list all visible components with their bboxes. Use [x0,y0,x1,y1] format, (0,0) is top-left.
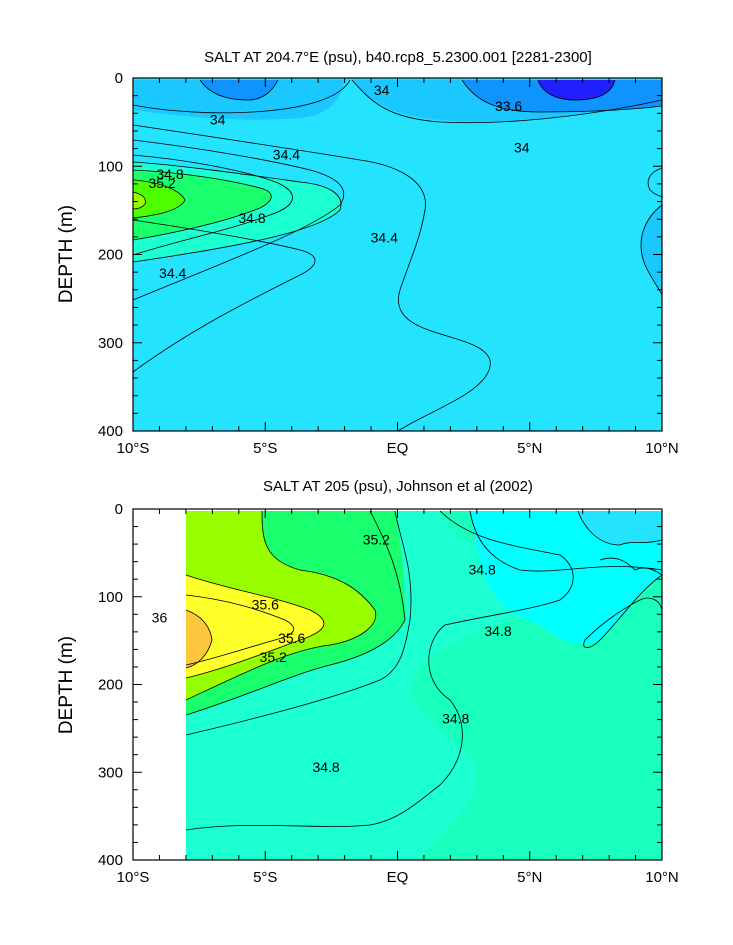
top-contour-line [132,161,342,263]
top-y-axis: 0 100 200 300 400 [98,70,662,440]
x-tick-label: EQ [387,869,409,886]
top-contour-line [132,154,293,256]
top-contour-fill [133,78,662,431]
top-panel-title: SALT AT 204.7°E (psu), b40.rcp8_5.2300.0… [204,49,592,66]
bottom-y-axis: 0 100 200 300 400 [98,501,662,869]
top-contour-line [132,139,345,301]
contour-label: 34.8 [484,623,511,639]
x-tick-label: 10°N [645,440,679,457]
bottom-contour-line [185,510,574,831]
bottom-contour-line [577,510,663,546]
bottom-contour-line [583,574,663,648]
contour-label: 34 [374,82,390,98]
x-tick-label: 5°S [253,869,277,886]
top-contour-line [132,124,491,432]
top-x-axis: 10°S 5°S EQ 5°N 10°N [117,78,679,457]
contour-label: 35.6 [278,630,305,646]
contour-label: 36 [152,610,168,626]
contour-label: 34.8 [312,759,339,775]
contour-label: 34.8 [238,210,265,226]
top-contour-line [461,79,663,113]
top-contour-line [640,204,663,296]
bottom-panel-title: SALT AT 205 (psu), Johnson et al (2002) [263,478,533,495]
y-tick-label: 0 [115,501,123,518]
top-plot-background [133,78,662,431]
y-tick-label: 300 [98,764,123,781]
bottom-contour-line [185,510,412,736]
top-contour-line [132,179,186,219]
y-tick-label: 200 [98,247,123,264]
bottom-contour-line [185,574,325,679]
bottom-x-axis: 10°S 5°S EQ 5°N 10°N [117,509,679,886]
top-region-fresh-deep-east [641,205,662,295]
top-contour-line [647,167,663,198]
x-tick-label: 10°S [117,440,150,457]
bottom-contour-fill [186,511,662,860]
contour-label: 35.2 [363,532,390,548]
contour-label: 34 [514,140,530,156]
bottom-panel: SALT AT 205 (psu), Johnson et al (2002) [56,478,679,886]
y-tick-label: 400 [98,423,123,440]
contour-label: 34.8 [156,166,183,182]
contour-label: 34.8 [469,561,496,577]
bottom-contour-line [185,609,213,669]
bottom-contour-line [185,594,295,666]
contour-label: 34.4 [371,230,398,246]
contour-label: 35.2 [148,175,175,191]
x-tick-label: 5°N [517,440,542,457]
top-contour-line [537,79,616,101]
bottom-region-east-fresher [578,511,662,545]
x-tick-label: 10°N [645,869,679,886]
contour-label: 34 [210,111,226,127]
top-contour-line [199,79,279,101]
bottom-contour-lines [185,510,663,831]
bottom-contour-line [185,510,406,716]
top-contour-line [132,191,146,210]
top-y-axis-label: DEPTH (m) [56,205,77,303]
y-tick-label: 400 [98,852,123,869]
bottom-contour-line [185,510,377,701]
top-region-3520 [133,180,185,218]
contour-label: 34.4 [273,147,300,163]
x-tick-label: 5°S [253,440,277,457]
bottom-contour-line [469,510,663,572]
y-tick-label: 100 [98,589,123,606]
contour-label: 34.8 [442,711,469,727]
bottom-contour-line [599,557,663,576]
contour-label: 34.4 [159,265,186,281]
top-contour-line [351,79,663,124]
contour-label: 35.6 [252,597,279,613]
bottom-region-3620 [186,610,212,668]
y-tick-label: 100 [98,158,123,175]
x-tick-label: 10°S [117,869,150,886]
contour-label: 35.2 [260,649,287,665]
top-region-freshest [538,80,615,100]
bottom-y-axis-label: DEPTH (m) [56,636,77,734]
top-contour-line [132,79,351,114]
top-panel: SALT AT 204.7°E (psu), b40.rcp8_5.2300.0… [56,49,679,457]
x-tick-label: EQ [387,440,409,457]
x-tick-label: 5°N [517,869,542,886]
top-contour-line [132,219,316,373]
y-tick-label: 0 [115,70,123,87]
top-contour-lines [132,79,663,432]
y-tick-label: 300 [98,335,123,352]
contour-label: 33.6 [495,98,522,114]
top-contour-line [132,169,272,241]
bottom-contour-labels: 35.2 34.8 35.6 36 34.8 35.6 35.2 34.8 34.8 [152,532,512,775]
y-tick-label: 200 [98,677,123,694]
